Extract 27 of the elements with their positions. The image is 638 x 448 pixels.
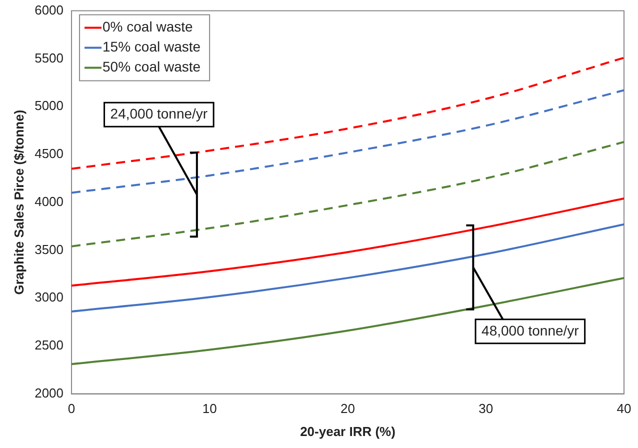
x-axis-title: 20-year IRR (%) (300, 424, 396, 439)
y-tick-label: 4000 (34, 194, 64, 209)
x-tick-label: 20 (340, 401, 355, 416)
line-series (72, 140, 624, 248)
x-tick-label: 30 (478, 401, 494, 416)
annotation: 48,000 tonne/yr (482, 322, 580, 338)
x-tick-label: 0 (68, 401, 76, 416)
y-tick-label: 4500 (34, 146, 64, 162)
legend-label: 15% coal waste (102, 38, 201, 55)
y-tick-label: 2500 (34, 338, 64, 353)
y-tick-label: 5000 (34, 98, 64, 114)
legend-label: 0% coal waste (102, 18, 193, 35)
annotation: 24,000 tonne/yr (110, 106, 208, 122)
line-series (72, 276, 624, 366)
y-tick-label: 6000 (34, 2, 64, 18)
y-tick-label: 2000 (34, 385, 64, 400)
line-series (72, 89, 624, 194)
y-axis-title: Graphite Sales Pirce ($/tonne) (11, 110, 26, 295)
x-tick-label: 10 (202, 401, 217, 416)
legend-label: 50% coal waste (102, 58, 201, 75)
line-series (72, 56, 624, 170)
y-tick-label: 5500 (34, 50, 64, 66)
line-series (72, 197, 624, 287)
y-tick-label: 3000 (34, 290, 64, 305)
line-series (72, 223, 624, 312)
y-tick-label: 3500 (34, 242, 64, 257)
x-tick-label: 40 (616, 401, 632, 416)
